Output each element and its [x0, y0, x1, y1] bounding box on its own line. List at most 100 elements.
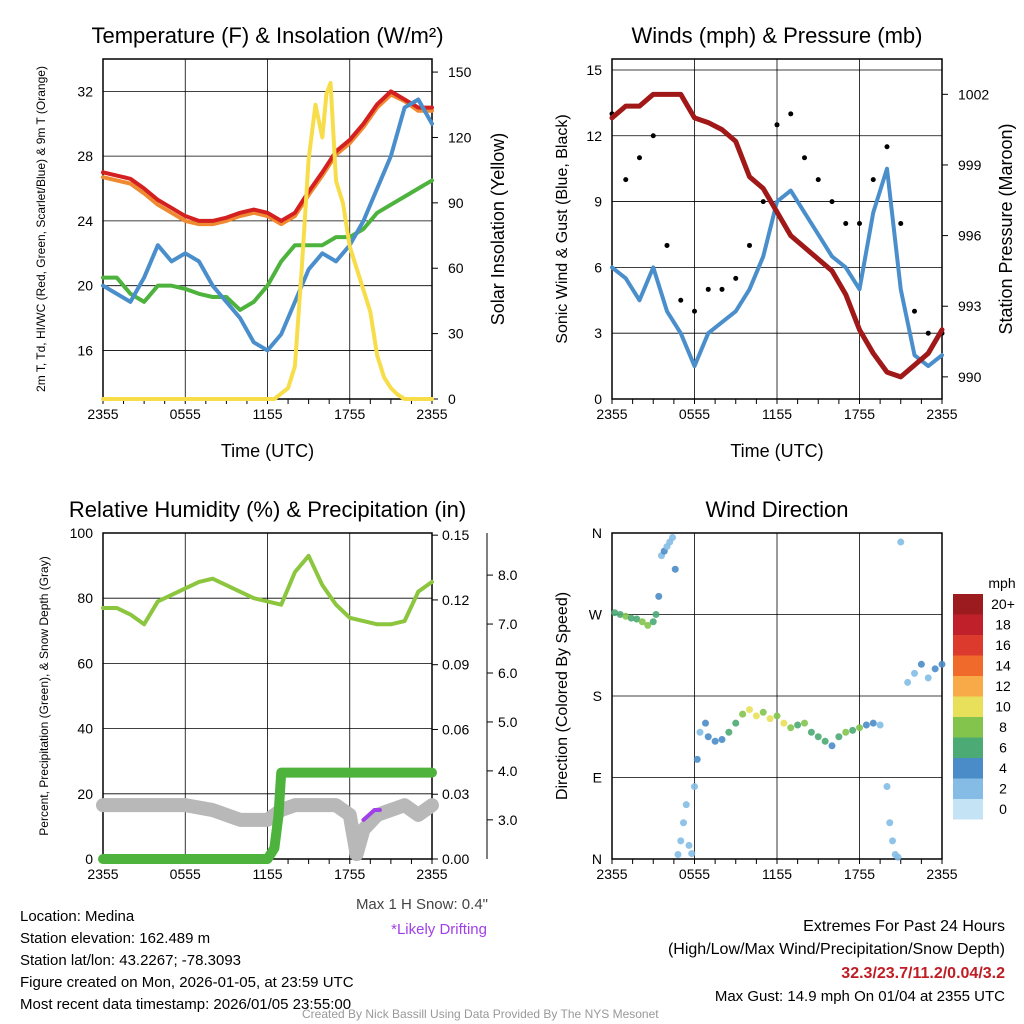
y2-tick-label: 30: [448, 326, 464, 342]
created-text: Figure created on Mon, 2026-01-05, at 23…: [20, 974, 354, 991]
wind-direction-point: [685, 841, 693, 849]
x-axis-title: Time (UTC): [221, 441, 314, 461]
legend-swatch: [953, 717, 983, 738]
series-td: [101, 178, 434, 312]
wind-direction-point: [718, 735, 726, 743]
series-pressure: [609, 91, 945, 380]
series-precipitation: [98, 767, 437, 864]
y3-tick-label: 8.0: [498, 567, 518, 583]
x-tick-label: 1755: [844, 866, 875, 882]
gust-point: [733, 275, 739, 281]
gust-point: [788, 111, 794, 117]
legend-label: 2: [999, 781, 1007, 797]
gust-point: [705, 286, 711, 292]
location-text: Location: Medina: [20, 908, 135, 925]
recent-text: Most recent data timestamp: 2026/01/05 2…: [20, 996, 352, 1013]
x-tick-label: 1155: [252, 406, 282, 422]
x-tick-label: 2355: [416, 866, 447, 882]
y-tick-label: 32: [77, 83, 93, 99]
gust-point: [623, 177, 629, 183]
x-axis-title: Time (UTC): [730, 441, 823, 461]
wind-direction-point: [693, 755, 701, 763]
gust-point: [692, 308, 697, 314]
x-tick-label: 1755: [844, 406, 875, 422]
gust-point: [925, 330, 931, 336]
legend-label: 6: [999, 740, 1007, 756]
y-tick-label: 16: [77, 342, 93, 358]
wind-direction-point: [633, 615, 641, 623]
legend-label: 14: [995, 658, 1011, 674]
y2-tick-label: 993: [958, 298, 982, 314]
y-tick-label: 60: [77, 655, 93, 671]
wind-direction-point: [787, 724, 795, 732]
y-tick-label: W: [589, 607, 603, 623]
x-tick-label: 0555: [170, 866, 201, 882]
legend-swatch: [953, 737, 983, 758]
y-tick-label: 12: [586, 128, 602, 144]
legend-swatch: [953, 778, 983, 799]
wind-direction-point: [780, 719, 788, 727]
wind-direction-point: [627, 614, 635, 622]
wind-direction-point: [924, 674, 932, 682]
drifting-note: *Likely Drifting: [391, 921, 487, 938]
legend-swatch: [953, 614, 983, 635]
max-snow-label: Max 1 H Snow: 0.4": [355, 896, 488, 913]
wind-direction-point: [897, 538, 905, 546]
y-tick-label: 28: [77, 148, 93, 164]
wind-direction-point: [611, 609, 619, 617]
x-tick-label: 0555: [170, 406, 201, 422]
wind-direction-point: [828, 742, 836, 750]
y-tick-label: S: [593, 688, 602, 704]
wind-direction-point: [886, 819, 894, 827]
x-tick-label: 0555: [679, 406, 710, 422]
x-tick-label: 2355: [926, 866, 957, 882]
legend-title: mph: [988, 575, 1015, 591]
wind-direction-point: [807, 728, 815, 736]
y-tick-label: 0: [85, 851, 93, 867]
gust-point: [637, 155, 642, 161]
wind-direction-point: [682, 801, 690, 809]
series-snow-depth: [96, 798, 439, 862]
wind-direction-point: [759, 708, 767, 716]
wind-direction-point: [894, 853, 902, 861]
legend-label: 20+: [991, 596, 1015, 612]
gust-point: [664, 242, 670, 248]
y-tick-label: E: [593, 770, 602, 786]
y2-tick-label: 90: [448, 195, 464, 211]
gust-point: [719, 286, 725, 292]
y2-tick-label: 996: [958, 228, 982, 244]
legend-swatch: [953, 676, 983, 697]
y2-tick-label: 0.15: [442, 527, 469, 543]
wind-direction-point: [674, 850, 682, 858]
y2-tick-label: 0.00: [442, 851, 469, 867]
x-tick-label: 1155: [762, 866, 792, 882]
y2-tick-label: 0: [448, 391, 456, 407]
legend-label: 18: [995, 617, 1011, 633]
extremes-subtitle: (High/Low/Max Wind/Precipitation/Snow De…: [667, 941, 1005, 958]
y-tick-label: N: [592, 525, 602, 541]
gust-point: [870, 177, 876, 183]
plot-frame: [611, 532, 943, 860]
wind-direction-point: [691, 783, 698, 791]
gust-point: [678, 297, 684, 303]
legend-swatch: [953, 594, 983, 615]
gust-point: [912, 308, 917, 314]
y-axis-title: Sonic Wind & Gust (Blue, Black): [554, 114, 571, 343]
wind-direction-point: [702, 719, 709, 727]
y3-tick-label: 7.0: [498, 616, 518, 632]
y2-tick-label: 60: [448, 260, 464, 276]
extremes-values: 32.3/23.7/11.2/0.04/3.2: [841, 965, 1005, 982]
series-2m-t: [101, 89, 434, 223]
wind-direction-point: [649, 618, 657, 626]
x-tick-label: 2355: [926, 406, 957, 422]
wind-direction-point: [752, 712, 760, 720]
wind-direction-point: [671, 565, 679, 573]
y-axis-title: Direction (Colored By Speed): [554, 592, 571, 800]
legend-swatch: [953, 696, 983, 717]
max-gust-text: Max Gust: 14.9 mph On 01/04 at 2355 UTC: [714, 988, 1005, 1005]
legend-swatch: [953, 635, 983, 656]
y2-tick-label: 0.03: [442, 786, 469, 802]
wind-direction-point: [889, 837, 896, 845]
y-tick-label: 9: [594, 194, 602, 210]
x-tick-label: 1155: [252, 866, 282, 882]
